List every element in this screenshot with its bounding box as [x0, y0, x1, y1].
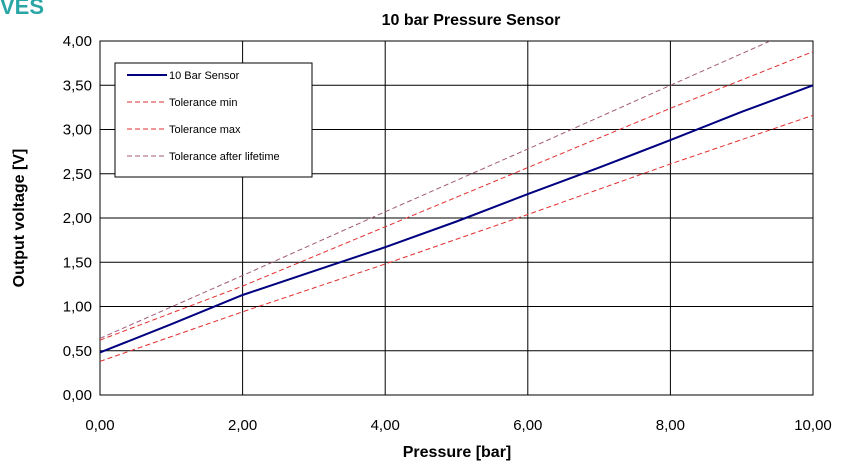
y-tick-label: 0,00	[63, 387, 92, 404]
y-tick-label: 0,50	[63, 343, 92, 360]
legend-entry: Tolerance after lifetime	[169, 151, 280, 163]
x-tick-label: 10,00	[794, 417, 832, 434]
y-tick-label: 3,00	[63, 122, 92, 139]
x-tick-label: 0,00	[85, 417, 114, 434]
y-tick-label: 1,00	[63, 299, 92, 316]
y-tick-label: 4,00	[63, 33, 92, 50]
legend-box	[114, 62, 313, 178]
y-tick-label: 1,50	[63, 254, 92, 271]
corner-logo-text: VES	[0, 0, 45, 19]
legend-entry: Tolerance min	[169, 97, 237, 109]
series-group	[100, 41, 813, 362]
x-axis-label: Pressure [bar]	[403, 444, 512, 461]
x-tick-label: 6,00	[513, 417, 542, 434]
plot-frame	[99, 40, 814, 396]
series-line-tolerance-min	[100, 114, 813, 362]
legend-entry: Tolerance max	[169, 124, 241, 136]
series-line-tolerance-max	[100, 51, 813, 341]
x-tick-label: 2,00	[228, 417, 257, 434]
y-tick-label: 3,50	[63, 77, 92, 94]
y-tick-label: 2,00	[63, 210, 92, 227]
legend: 10 Bar Sensor Tolerance min Tolerance max T…	[114, 62, 313, 178]
chart-title: 10 bar Pressure Sensor	[382, 12, 561, 29]
series-line-tolerance-after-lifetime	[100, 41, 771, 339]
x-tick-label: 8,00	[656, 417, 685, 434]
series-line-10-bar-sensor	[100, 84, 813, 354]
x-tick-label: 4,00	[371, 417, 400, 434]
y-tick-label: 2,50	[63, 166, 92, 183]
y-axis-label: Output voltage [V]	[11, 149, 28, 288]
legend-entry: 10 Bar Sensor	[169, 70, 240, 82]
tick-labels: 0,00 0,50 1,00 1,50 2,00 2,50 3,00 3,50 4,00 0,00…	[63, 33, 832, 434]
